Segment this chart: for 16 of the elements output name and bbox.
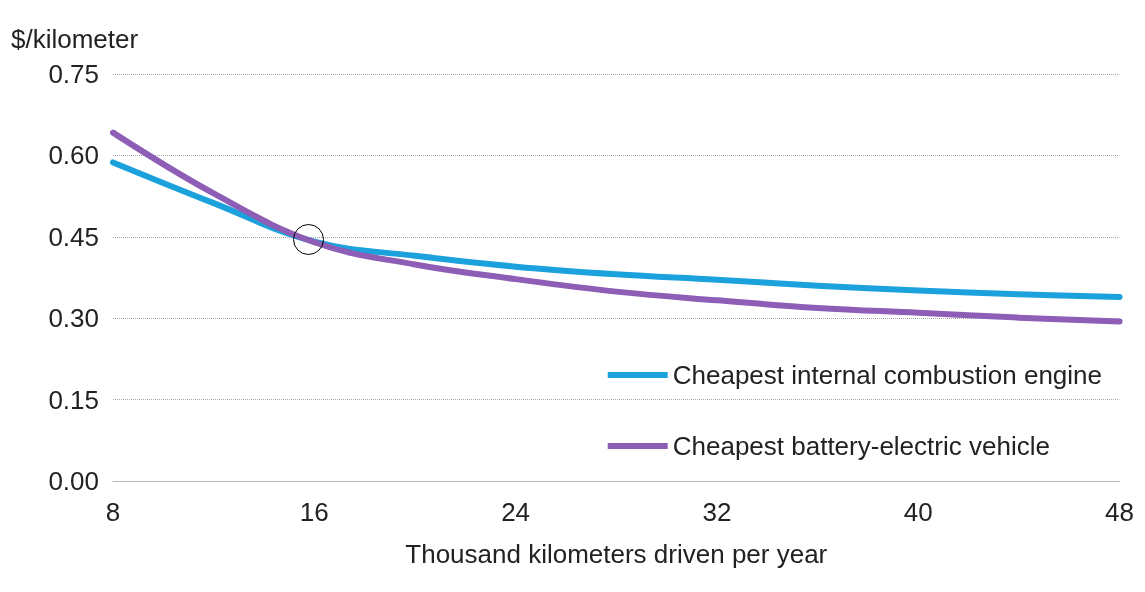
y-tick-label: 0.75 (48, 59, 99, 89)
y-tick-label: 0.30 (48, 303, 99, 334)
x-tick-label: 16 (299, 497, 329, 527)
x-tick-label: 32 (702, 497, 732, 527)
x-tick-label: 48 (1105, 497, 1134, 527)
legend-label: Cheapest battery-electric vehicle (672, 431, 1050, 461)
x-axis-title: Thousand kilometers driven per year (405, 539, 828, 569)
y-tick-label: 0.60 (48, 140, 99, 171)
x-tick-label: 24 (501, 497, 531, 527)
x-tick-label: 8 (105, 497, 121, 527)
y-tick-label: 0.00 (48, 466, 99, 496)
x-tick-label: 40 (903, 497, 933, 527)
y-axis-title: $/kilometer (11, 24, 139, 54)
legend-label: Cheapest internal combustion engine (672, 360, 1102, 390)
y-tick-label: 0.15 (48, 384, 99, 415)
y-tick-label: 0.45 (48, 221, 99, 252)
